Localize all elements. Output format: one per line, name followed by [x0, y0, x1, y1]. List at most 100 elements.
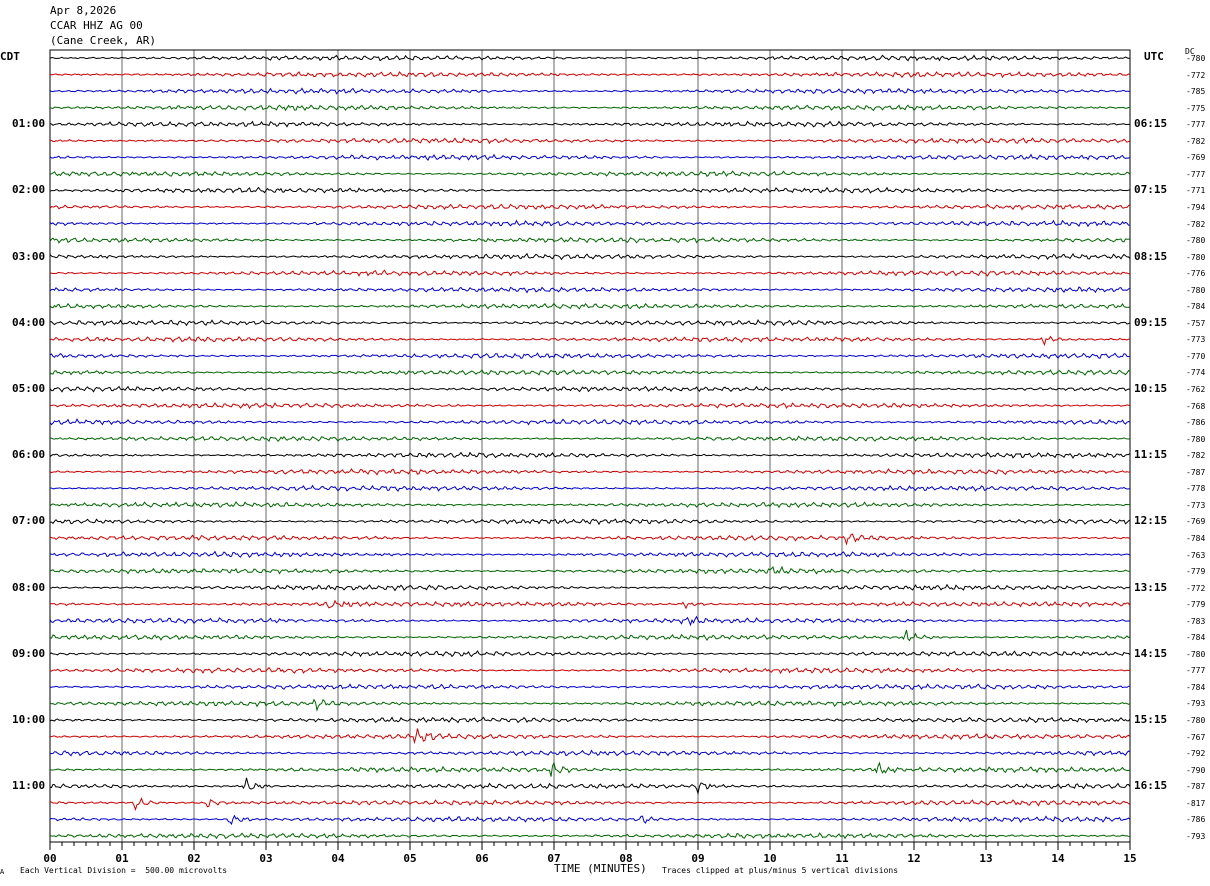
left-hour-label: 08:00: [12, 580, 46, 594]
dc-offset-value: -779: [1186, 567, 1206, 577]
seismogram-trace: [49, 402, 1131, 410]
right-hour-label: 09:15: [1134, 315, 1168, 329]
header-location: (Cane Creek, AR): [50, 34, 156, 47]
dc-offset-value: -772: [1186, 70, 1206, 80]
dc-offset-value: -777: [1186, 120, 1206, 130]
x-tick-label: 10: [763, 852, 776, 865]
dc-offset-value: -817: [1186, 798, 1206, 808]
dc-offset-value: -793: [1186, 831, 1206, 841]
seismogram-trace: [49, 435, 1131, 443]
dc-offset-value: -773: [1186, 335, 1206, 345]
x-tick-label: 00: [43, 852, 56, 865]
seismogram-trace: [49, 777, 1131, 796]
dc-offset-value: -780: [1186, 434, 1206, 444]
left-timezone-label: CDT: [0, 50, 20, 63]
x-tick-label: 11: [835, 852, 849, 865]
dc-offset-value: -793: [1186, 699, 1206, 709]
dc-offset-value: -762: [1186, 385, 1206, 394]
dc-offset-value: -784: [1186, 682, 1206, 692]
seismogram-trace: [49, 368, 1131, 376]
seismogram-trace: [49, 650, 1131, 658]
right-hour-label: 14:15: [1134, 646, 1168, 660]
x-tick-label: 09: [691, 852, 704, 865]
seismogram-trace: [49, 137, 1131, 145]
left-hour-label: 03:00: [12, 249, 46, 263]
seismogram-trace: [49, 236, 1130, 244]
x-tick-label: 08: [619, 852, 632, 865]
seismogram-trace: [49, 832, 1131, 840]
right-hour-label: 07:15: [1134, 183, 1168, 197]
seismogram-trace: [49, 352, 1131, 360]
seismogram-trace: [49, 814, 1131, 826]
seismogram-trace: [49, 319, 1131, 327]
dc-offset-value: -773: [1186, 500, 1206, 510]
seismogram-trace: [49, 565, 1131, 575]
dc-offset-value: -786: [1186, 815, 1206, 825]
right-hour-label: 16:15: [1134, 779, 1168, 793]
left-hour-label: 06:00: [12, 448, 46, 462]
dc-offset-value: -785: [1186, 87, 1206, 97]
x-tick-label: 06: [475, 852, 489, 865]
seismogram-trace: [49, 518, 1131, 526]
dc-offset-value: -770: [1186, 351, 1206, 361]
seismogram-trace: [49, 615, 1131, 627]
seismogram-trace: [49, 761, 1131, 777]
seismogram-trace: [49, 302, 1131, 310]
seismogram-trace: [49, 550, 1131, 559]
left-hour-label: 07:00: [12, 514, 46, 528]
seismogram-trace: [49, 203, 1131, 211]
right-hour-label: 11:15: [1134, 448, 1168, 462]
seismogram-trace: [49, 170, 1131, 178]
x-tick-label: 15: [1123, 852, 1136, 865]
dc-offset-value: -777: [1186, 666, 1206, 676]
x-tick-label: 07: [547, 852, 560, 865]
left-hour-label: 04:00: [12, 315, 46, 329]
seismogram-trace: [49, 716, 1131, 724]
seismogram-trace: [49, 104, 1131, 112]
header-station: CCAR HHZ AG 00: [50, 19, 143, 32]
right-hour-label: 13:15: [1134, 580, 1168, 594]
dc-offset-value: -790: [1186, 765, 1206, 775]
right-hour-label: 10:15: [1134, 382, 1168, 395]
seismogram-trace: [49, 186, 1131, 194]
dc-offset-value: -772: [1186, 583, 1206, 593]
right-hour-label: 15:15: [1134, 713, 1168, 726]
dc-offset-value: -775: [1186, 103, 1206, 113]
seismogram-trace: [49, 385, 1131, 393]
x-tick-label: 14: [1051, 852, 1065, 865]
dc-offset-value: -792: [1186, 749, 1206, 759]
right-hour-label: 08:15: [1134, 249, 1168, 263]
x-tick-label: 02: [187, 852, 200, 865]
seismogram-trace: [49, 599, 1131, 610]
dc-offset-value: -780: [1186, 649, 1206, 659]
left-hour-label: 02:00: [12, 183, 46, 197]
seismogram-trace: [49, 153, 1131, 161]
seismogram-trace: [49, 418, 1131, 426]
dc-offset-value: -778: [1186, 484, 1206, 494]
seismogram-trace: [49, 583, 1131, 592]
dc-offset-value: -780: [1186, 236, 1206, 246]
dc-offset-value: -782: [1186, 136, 1206, 146]
clip-note: Traces clipped at plus/minus 5 vertical …: [662, 866, 899, 875]
dc-offset-value: -787: [1186, 467, 1206, 477]
seismogram-trace: [49, 749, 1131, 757]
left-hour-label: 09:00: [12, 646, 46, 660]
dc-offset-value: -786: [1186, 418, 1206, 428]
x-tick-label: 01: [115, 852, 129, 865]
left-hour-label: 10:00: [12, 713, 46, 726]
seismogram-trace: [49, 252, 1131, 261]
seismogram-trace: [49, 70, 1131, 79]
dc-offset-value: -776: [1186, 269, 1206, 279]
x-tick-label: 05: [403, 852, 416, 865]
dc-offset-value: -780: [1186, 716, 1206, 725]
dc-offset-value: -794: [1186, 202, 1206, 212]
seismogram-trace: [49, 219, 1131, 228]
seismogram-trace: [49, 501, 1131, 509]
dc-offset-value: -782: [1186, 451, 1206, 461]
seismogram-trace: [49, 120, 1131, 128]
dc-offset-value: -783: [1186, 616, 1206, 626]
dc-offset-value: -777: [1186, 169, 1206, 179]
seismogram-trace: [49, 683, 1131, 690]
seismogram-trace: [49, 269, 1131, 277]
plot-frame: [49, 49, 1131, 843]
